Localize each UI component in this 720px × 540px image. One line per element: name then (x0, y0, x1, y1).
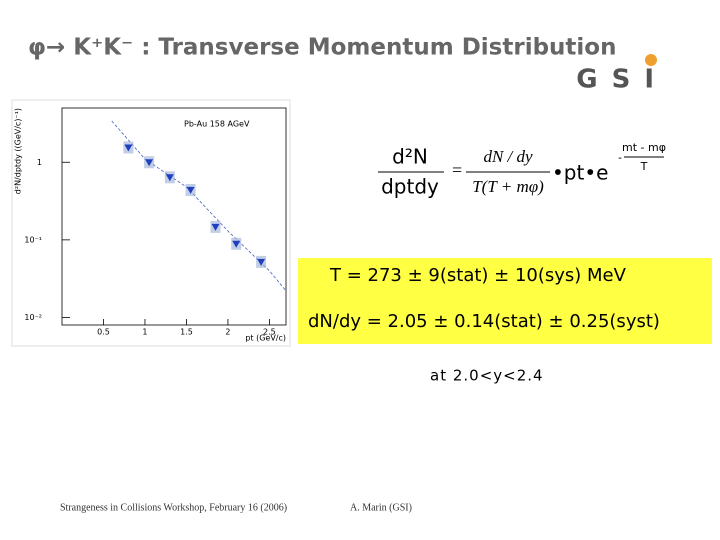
data-point (257, 258, 266, 266)
slide-title: φ→ K⁺K⁻ : Transverse Momentum Distributi… (28, 35, 616, 61)
y-tick-label: 1 (37, 158, 42, 167)
formula-text: = (452, 160, 462, 180)
logo-dot (645, 54, 657, 66)
logo: GSI (576, 65, 668, 95)
formula-text: - (618, 151, 622, 164)
formula-text: d²N (392, 145, 428, 169)
plot-image (11, 99, 291, 347)
plot-frame (61, 107, 287, 326)
x-tick-label: 2.5 (263, 328, 276, 337)
formula-text: dptdy (381, 175, 439, 199)
author: A. Marin (GSI) (350, 502, 412, 513)
x-tick-label: 1.5 (180, 328, 193, 337)
fit-line (111, 120, 287, 292)
result: dN/dy = 2.05 ± 0.14(stat) ± 0.25(syst) (308, 311, 660, 332)
annotation: Pb-Au 158 AGeV (184, 120, 250, 129)
x-tick-label: 1 (142, 328, 147, 337)
formula-text: T(T + mφ) (472, 177, 544, 196)
footer: Strangeness in Collisions Workshop, Febr… (60, 502, 287, 513)
formula-text: dN / dy (483, 147, 533, 166)
y-axis-label: d²N/dptdy ((GeV/c)⁻¹) (14, 108, 23, 194)
formula-text: •pt•e (552, 161, 608, 185)
data-point (124, 144, 133, 152)
x-axis-label: pt (GeV/c) (245, 334, 286, 343)
y-tick-label: 10⁻¹ (24, 235, 42, 244)
rapidity: at 2.0<y<2.4 (430, 367, 544, 385)
y-tick-label: 10⁻² (24, 313, 42, 322)
data-point (145, 159, 154, 167)
results-box (298, 258, 712, 344)
x-tick-label: 0.5 (97, 328, 110, 337)
x-tick-label: 2 (225, 328, 230, 337)
data-point (165, 174, 174, 182)
data-point (232, 240, 241, 248)
result: T = 273 ± 9(stat) ± 10(sys) MeV (329, 265, 627, 286)
data-point (211, 223, 220, 231)
formula-text: T (640, 160, 648, 173)
data-point (186, 186, 195, 194)
formula-text: mt - mφ (622, 141, 666, 154)
